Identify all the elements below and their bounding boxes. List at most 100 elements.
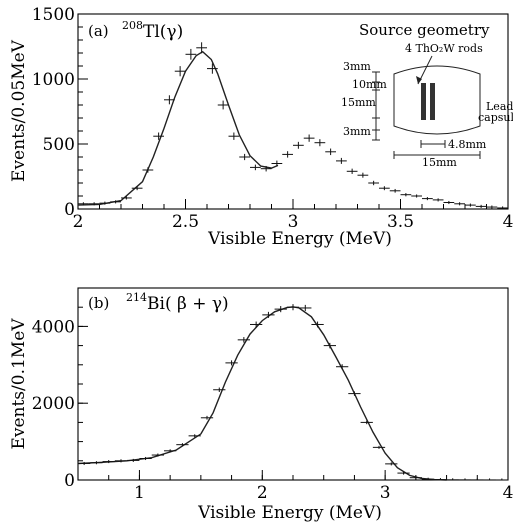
y-tick-label: 0: [64, 200, 75, 220]
rod-right: [430, 83, 435, 120]
panel-a-xlabel: Visible Energy (MeV): [207, 229, 392, 249]
panel-b-title-element: Bi: [147, 294, 165, 314]
data-point: [110, 200, 121, 204]
rods-label: 4 ThO₂W rods: [405, 42, 483, 55]
data-point: [446, 478, 459, 481]
data-point: [397, 471, 410, 475]
lead-capsule-outline: [393, 65, 481, 135]
panel-a-title-element: Tl: [143, 22, 160, 42]
data-point: [262, 311, 275, 318]
rods-arrow-head: [416, 76, 422, 84]
panel-a-tl208: 2 2.5 3 3.5 4 0 500 1000 1500 (a) 208Tl(γ) Visib…: [9, 5, 513, 249]
dim-rod-width: 4.8mm: [448, 138, 487, 151]
fit-curve: [77, 50, 279, 206]
panel-b-title-mass: 214: [126, 291, 147, 304]
data-point: [311, 321, 324, 328]
data-point: [114, 459, 128, 463]
panel-b-frame: [77, 287, 509, 481]
data-point: [260, 165, 272, 172]
dim-bottom: 3mm: [343, 125, 371, 138]
data-point: [299, 304, 312, 312]
data-point: [385, 462, 398, 466]
data-point: [78, 461, 91, 466]
data-point: [185, 48, 197, 60]
data-point: [314, 139, 326, 147]
panel-b-ticks: [77, 287, 509, 481]
data-point: [336, 157, 347, 164]
data-point: [164, 449, 177, 453]
y-tick-label: 500: [43, 135, 75, 155]
data-point: [443, 200, 455, 205]
panel-b-title-decay: ( β + γ): [165, 294, 229, 314]
data-point: [368, 180, 379, 186]
data-point: [274, 306, 287, 313]
data-point: [495, 478, 508, 481]
x-tick-label: 3: [288, 212, 299, 232]
panel-a-data-points: [78, 42, 508, 209]
panel-b-data-points: [78, 304, 508, 481]
data-point: [454, 202, 465, 206]
dimension-ruler: [372, 71, 380, 141]
data-point: [282, 151, 293, 158]
data-point: [139, 456, 152, 461]
panel-a-title-decay: (γ): [160, 22, 183, 42]
panel-a-fit-curve: [77, 50, 279, 206]
data-point: [88, 202, 100, 206]
panel-b-bi214: 1 2 3 4 0 2000 4000 (b) 214Bi( β + γ) Visible …: [9, 287, 513, 523]
panel-b-label: (b): [88, 294, 109, 312]
data-point: [176, 443, 189, 447]
data-point: [325, 148, 336, 156]
data-point: [348, 391, 361, 396]
data-point: [379, 186, 390, 191]
dim-inner: 10mm: [352, 78, 387, 91]
data-point: [389, 188, 401, 193]
dim-top: 3mm: [343, 60, 371, 73]
panel-b-ylabel: Events/0.1MeV: [9, 318, 29, 450]
data-point: [286, 304, 300, 311]
data-point: [217, 100, 229, 110]
panel-a-ylabel: Events/0.05MeV: [9, 39, 29, 182]
data-point: [99, 201, 111, 205]
data-point: [151, 453, 164, 457]
data-point: [486, 205, 498, 209]
data-point: [323, 342, 336, 349]
y-tick-label: 4000: [32, 317, 75, 337]
panel-a-tick-labels: 2 2.5 3 3.5 4 0 500 1000 1500: [32, 5, 513, 232]
data-point: [465, 203, 476, 207]
data-point: [188, 434, 201, 438]
x-tick-label: 1: [134, 483, 145, 503]
data-point: [174, 66, 186, 77]
data-point: [293, 141, 304, 149]
panel-a-label: (a): [88, 22, 109, 40]
data-point: [411, 194, 422, 198]
x-tick-label: 3: [380, 483, 391, 503]
data-point: [432, 198, 444, 202]
data-point: [303, 134, 315, 142]
data-point: [102, 460, 115, 464]
width-marker: [393, 151, 481, 159]
panel-b-title: 214Bi( β + γ): [126, 291, 229, 314]
capsule-label-line1: Lead: [486, 100, 513, 113]
data-point: [239, 153, 250, 161]
data-point: [207, 63, 218, 74]
data-point: [200, 415, 214, 420]
data-point: [121, 196, 132, 200]
x-tick-label: 2.5: [172, 212, 199, 232]
data-point: [90, 461, 103, 465]
data-point: [196, 42, 207, 54]
panel-b-tick-labels: 1 2 3 4 0 2000 4000: [32, 317, 513, 503]
y-tick-label: 0: [64, 471, 75, 491]
data-point: [164, 95, 175, 105]
y-tick-label: 1000: [32, 70, 75, 90]
capsule-label-line2: capsule: [478, 111, 513, 124]
dim-body: 15mm: [341, 96, 376, 109]
data-point: [471, 478, 484, 481]
y-tick-label: 2000: [32, 394, 75, 414]
data-point: [346, 168, 358, 174]
data-point: [434, 478, 447, 481]
data-point: [237, 337, 250, 343]
rod-width-marker: [420, 140, 446, 148]
data-point: [475, 204, 487, 208]
data-point: [336, 364, 349, 370]
data-point: [409, 476, 422, 480]
